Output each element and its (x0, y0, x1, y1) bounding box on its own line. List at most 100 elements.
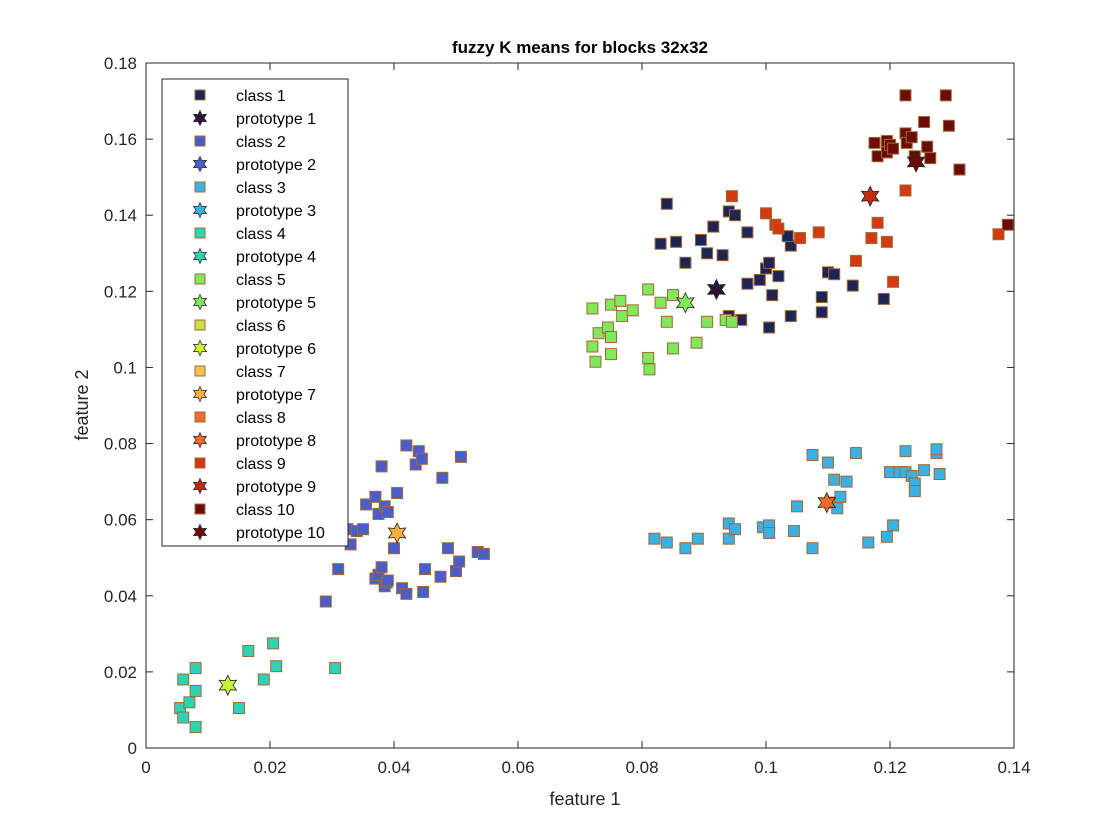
class-5-point (701, 315, 714, 328)
class-2-point (417, 585, 430, 598)
legend-label: class 8 (236, 410, 286, 427)
class-9-point (871, 216, 884, 229)
y-axis-ticks: 0 0.02 0.04 0.06 0.08 0.1 0.12 0.14 0.16 0.18 (104, 54, 1014, 758)
y-tick-label: 0.06 (104, 511, 137, 530)
class-10-point (899, 89, 912, 102)
class-2-point (381, 506, 394, 519)
class-10-point (918, 115, 931, 128)
legend-label: class 5 (236, 272, 286, 289)
class-10-point (924, 152, 937, 165)
class-2-point (375, 460, 388, 473)
legend-swatch-class-5 (194, 273, 206, 285)
legend-swatch-class-8 (194, 411, 206, 423)
class-3-point (840, 475, 853, 488)
class-4-point (189, 721, 202, 734)
x-tick-label: 0.12 (873, 758, 906, 777)
class-2-point (360, 498, 373, 511)
legend-swatch-prototype-9 (192, 477, 208, 495)
class-1-point (694, 233, 707, 246)
x-axis-ticks: 0 0.02 0.04 0.06 0.08 0.1 0.12 0.14 (141, 63, 1031, 777)
class-10-point (868, 136, 881, 149)
class-1-point (763, 256, 776, 269)
class-3-point (834, 490, 847, 503)
class-10-point (887, 142, 900, 155)
x-axis-label: feature 1 (549, 789, 620, 809)
class-9-point (760, 207, 772, 220)
class-2-point (381, 574, 394, 587)
y-tick-label: 0.04 (104, 587, 137, 606)
legend-swatch-class-10 (194, 503, 206, 515)
legend-label: prototype 6 (236, 341, 316, 358)
class-4-point (177, 673, 190, 686)
class-1-point (781, 230, 794, 243)
class-5-point (660, 315, 673, 328)
legend-swatch-prototype-8 (192, 431, 208, 449)
prototype-8-marker (817, 491, 837, 514)
class-2-point (453, 555, 466, 568)
class-2-point (319, 595, 332, 608)
legend-swatch-class-3 (194, 181, 206, 193)
legend-label: prototype 8 (236, 433, 316, 450)
class-5-point (586, 340, 599, 353)
class-1-point (766, 289, 779, 302)
class-1-point (772, 270, 785, 283)
class-10-point (953, 163, 966, 176)
y-tick-label: 0.02 (104, 663, 137, 682)
class-5-point (586, 302, 599, 315)
y-tick-label: 0.12 (104, 282, 137, 301)
x-tick-label: 0.04 (377, 758, 410, 777)
legend-label: prototype 5 (236, 295, 316, 312)
legend-label: prototype 9 (236, 479, 316, 496)
y-tick-label: 0.16 (104, 130, 137, 149)
class-3-point (862, 536, 875, 549)
class-2-point (369, 490, 382, 503)
x-tick-label: 0.08 (625, 758, 658, 777)
class-3-point (908, 485, 921, 498)
class-3-point (648, 532, 661, 545)
legend-label: class 3 (236, 180, 286, 197)
legend-label: class 10 (236, 502, 295, 519)
legend-label: class 4 (236, 226, 286, 243)
class-3-point (787, 525, 800, 538)
legend-swatch-prototype-3 (192, 201, 208, 219)
class-3-point (763, 526, 776, 539)
class-1-point (877, 292, 890, 305)
class-9-point (899, 184, 912, 197)
class-4-point (257, 673, 270, 686)
class-4-point (270, 660, 283, 673)
class-1-point (815, 306, 828, 319)
legend-swatch-prototype-1 (192, 109, 208, 127)
class-10-point (939, 89, 952, 102)
y-tick-label: 0.1 (113, 358, 137, 377)
y-tick-label: 0.08 (104, 435, 137, 454)
class-3-point (679, 542, 692, 555)
legend-label: class 9 (236, 456, 286, 473)
class-9-point (772, 222, 785, 235)
class-5-point (690, 336, 703, 349)
legend-swatch-class-7 (194, 365, 206, 377)
class-2-point (357, 523, 369, 536)
class-3-point (918, 464, 931, 477)
class-9-point (992, 228, 1005, 241)
class-3-point (933, 468, 946, 480)
y-tick-label: 0.18 (104, 54, 137, 73)
class-5-point (616, 310, 629, 323)
class-4-point (189, 684, 202, 697)
class-9-point (812, 226, 825, 239)
class-2-point (400, 587, 413, 600)
class-9-point (880, 235, 893, 248)
class-2-point (391, 487, 404, 500)
class-2-point (454, 450, 467, 463)
class-5-point (725, 315, 738, 328)
class-3-point (822, 456, 834, 469)
class-1-point (716, 249, 729, 262)
legend-label: prototype 10 (236, 525, 325, 542)
class-5-point (667, 342, 679, 355)
x-tick-label: 0.1 (754, 758, 778, 777)
class-3-point (899, 445, 912, 458)
legend-swatch-class-1 (194, 89, 206, 101)
legend-label: prototype 1 (236, 111, 316, 128)
class-9-point (865, 232, 878, 245)
class-4-point (267, 637, 280, 650)
